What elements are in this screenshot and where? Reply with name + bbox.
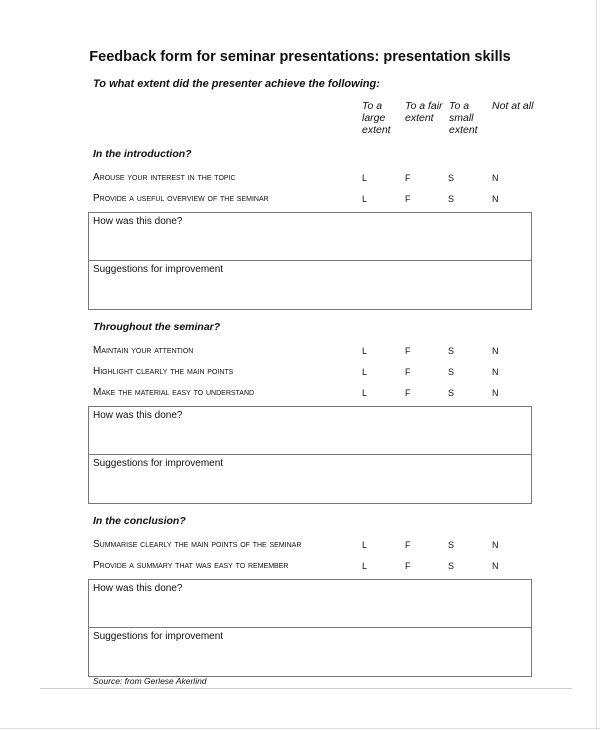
suggestions-field[interactable]: Suggestions for improvement [89,455,531,503]
rating-option-F[interactable]: F [405,173,411,183]
column-header-not-at-all: Not at all [492,100,534,112]
rating-option-S[interactable]: S [448,388,455,398]
page-title: Feedback form for seminar presentations:… [89,49,511,65]
question-item: Provide a summary that was easy to remem… [93,560,289,571]
rating-option-N[interactable]: N [492,367,499,377]
field-label: How was this done? [93,583,183,594]
rating-option-F[interactable]: F [405,367,411,377]
question-item: Arouse your interest in the topic [93,172,236,183]
comment-box: How was this done? Suggestions for improv… [88,406,532,504]
rating-option-L[interactable]: L [362,388,368,398]
source-note: Source: from Gerlese Akerlind [93,676,207,686]
rating-option-N[interactable]: N [492,173,499,183]
column-header-fair: To a fair extent [405,100,443,124]
question-item: Maintain your attention [93,345,194,356]
rating-option-F[interactable]: F [405,540,411,550]
question-item: Provide a useful overview of the seminar [93,193,269,204]
rating-option-F[interactable]: F [405,194,411,204]
rating-option-N[interactable]: N [492,194,499,204]
rating-option-N[interactable]: N [492,561,499,571]
rating-option-F[interactable]: F [405,388,411,398]
comment-box: How was this done? Suggestions for improv… [88,212,532,310]
rating-option-S[interactable]: S [448,346,455,356]
rating-option-L[interactable]: L [362,346,368,356]
rating-option-L[interactable]: L [362,540,368,550]
section-heading: In the conclusion? [93,515,186,527]
how-done-field[interactable]: How was this done? [89,407,531,455]
rating-option-F[interactable]: F [405,561,411,571]
rating-option-L[interactable]: L [362,194,368,204]
rating-option-N[interactable]: N [492,388,499,398]
divider [40,688,572,689]
page-edge-bottom [0,728,600,729]
suggestions-field[interactable]: Suggestions for improvement [89,628,531,676]
rating-option-S[interactable]: S [448,173,455,183]
question-item: Make the material easy to understand [93,387,255,398]
suggestions-field[interactable]: Suggestions for improvement [89,261,531,309]
field-label: Suggestions for improvement [93,631,224,642]
rating-option-F[interactable]: F [405,346,411,356]
field-label: How was this done? [93,216,183,227]
how-done-field[interactable]: How was this done? [89,213,531,261]
page-edge [596,0,597,730]
rating-option-S[interactable]: S [448,194,455,204]
rating-option-L[interactable]: L [362,561,368,571]
field-label: How was this done? [93,410,183,421]
rating-option-S[interactable]: S [448,561,455,571]
rating-option-L[interactable]: L [362,173,368,183]
rating-option-S[interactable]: S [448,540,455,550]
column-header-small: To a small extent [449,100,478,136]
question-item: Summarise clearly the main points of the… [93,539,302,550]
section-heading: In the introduction? [93,148,192,160]
column-header-large: To a large extent [362,100,391,136]
question-item: Highlight clearly the main points [93,366,234,377]
field-label: Suggestions for improvement [93,458,224,469]
rating-option-L[interactable]: L [362,367,368,377]
rating-option-N[interactable]: N [492,346,499,356]
field-label: Suggestions for improvement [93,264,224,275]
rating-option-S[interactable]: S [448,367,455,377]
rating-option-N[interactable]: N [492,540,499,550]
how-done-field[interactable]: How was this done? [89,580,531,628]
form-subtitle: To what extent did the presenter achieve… [93,78,380,90]
section-heading: Throughout the seminar? [93,321,221,333]
comment-box: How was this done? Suggestions for improv… [88,579,532,677]
